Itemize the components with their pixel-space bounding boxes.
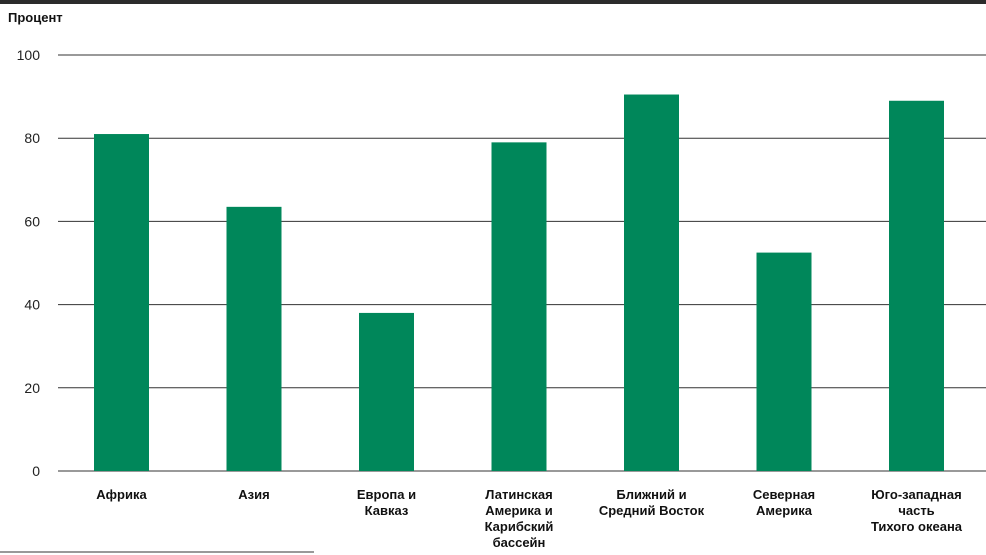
bar bbox=[624, 94, 679, 472]
x-category-label: Северная Америка bbox=[753, 487, 815, 518]
y-axis-title: Процент bbox=[8, 10, 63, 25]
bar bbox=[94, 134, 149, 472]
y-tick-label: 60 bbox=[24, 213, 40, 229]
bar bbox=[226, 206, 282, 471]
x-category-label: Европа и Кавказ bbox=[357, 487, 416, 518]
x-category-label: Юго-западная часть Тихого океана bbox=[871, 487, 963, 534]
x-category-label: Азия bbox=[238, 487, 269, 502]
y-tick-label: 80 bbox=[24, 130, 40, 146]
y-tick-label: 100 bbox=[17, 47, 41, 63]
y-tick-label: 40 bbox=[24, 297, 40, 313]
x-category-label: Африка bbox=[96, 487, 147, 502]
x-category-label: Ближний и Средний Восток bbox=[599, 487, 705, 518]
bar bbox=[889, 100, 944, 471]
bar bbox=[756, 252, 812, 471]
top-border bbox=[0, 0, 986, 4]
y-tick-label: 20 bbox=[24, 380, 40, 396]
bar bbox=[491, 142, 547, 472]
x-category-label: Латинская Америка и Карибский бассейн bbox=[485, 487, 554, 550]
bar bbox=[359, 312, 414, 471]
y-tick-label: 0 bbox=[32, 463, 40, 479]
